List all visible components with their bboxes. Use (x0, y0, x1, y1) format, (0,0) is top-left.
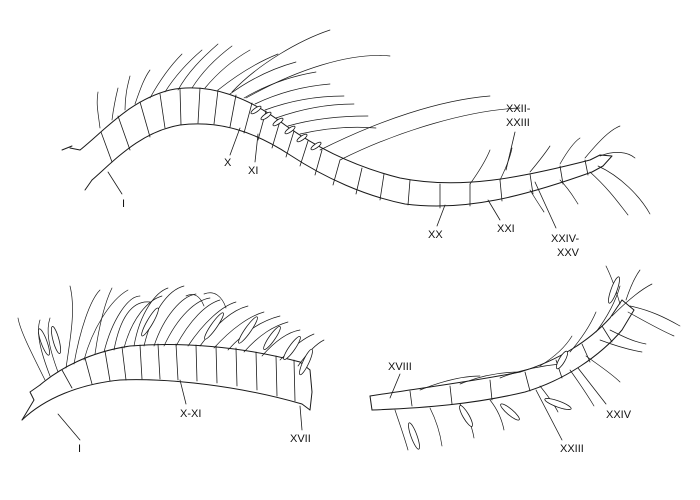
label-bl-I: I (78, 443, 81, 455)
label-top-X: X (224, 157, 232, 169)
label-bl-XVII: XVII (290, 433, 311, 445)
label-top-XXIV: XXIV- (551, 233, 579, 245)
antennule-lower-edge (91, 123, 604, 207)
leader-lines-bottom-right (389, 367, 607, 441)
aesthetascs-bottom-left (38, 307, 313, 376)
label-top-XXV: XXV (557, 247, 580, 259)
label-top-XI: XI (248, 165, 258, 177)
proximal-upper-edge (39, 344, 311, 386)
aesthetascs-bottom-right (408, 276, 620, 450)
antennule-base (61, 145, 93, 191)
label-bl-X-XI: X-XI (180, 408, 201, 420)
proximal-lower-edge (21, 379, 311, 421)
distal-base (369, 395, 373, 411)
label-br-XXIII: XXIII (560, 443, 584, 455)
panel-bottom-right-distal: XVIII XXIII XXIV (369, 265, 681, 455)
leader-lines-top (107, 127, 557, 229)
label-top-I: I (122, 198, 125, 210)
distal-lower-edge (371, 309, 635, 411)
proximal-tip (309, 369, 313, 411)
setae-bottom-left (17, 285, 325, 381)
setae-bottom-right (394, 265, 681, 451)
label-br-XVIII: XVIII (388, 361, 412, 373)
label-top-XX: XX (428, 229, 443, 241)
panel-bottom-left-proximal: I X-XI XVII (17, 285, 325, 455)
label-top-XXII: XXII- (506, 103, 531, 115)
leader-lines-bottom-left (57, 379, 303, 441)
label-top-XXI: XXI (497, 223, 515, 235)
aesthetascs-top (250, 105, 322, 151)
label-br-XXIV: XXIV (606, 409, 632, 421)
distal-tip (621, 299, 635, 311)
label-top-XXIII: XXIII (506, 117, 530, 129)
distal-segment-dividers (409, 325, 613, 407)
panel-top-antennule: I X XI XX XXI XXII- XXIII XXIV- XXV (61, 29, 651, 259)
antennule-tip (599, 154, 613, 167)
proximal-segment-dividers (61, 343, 296, 402)
proximal-base (21, 384, 41, 421)
setae-top (96, 29, 651, 216)
